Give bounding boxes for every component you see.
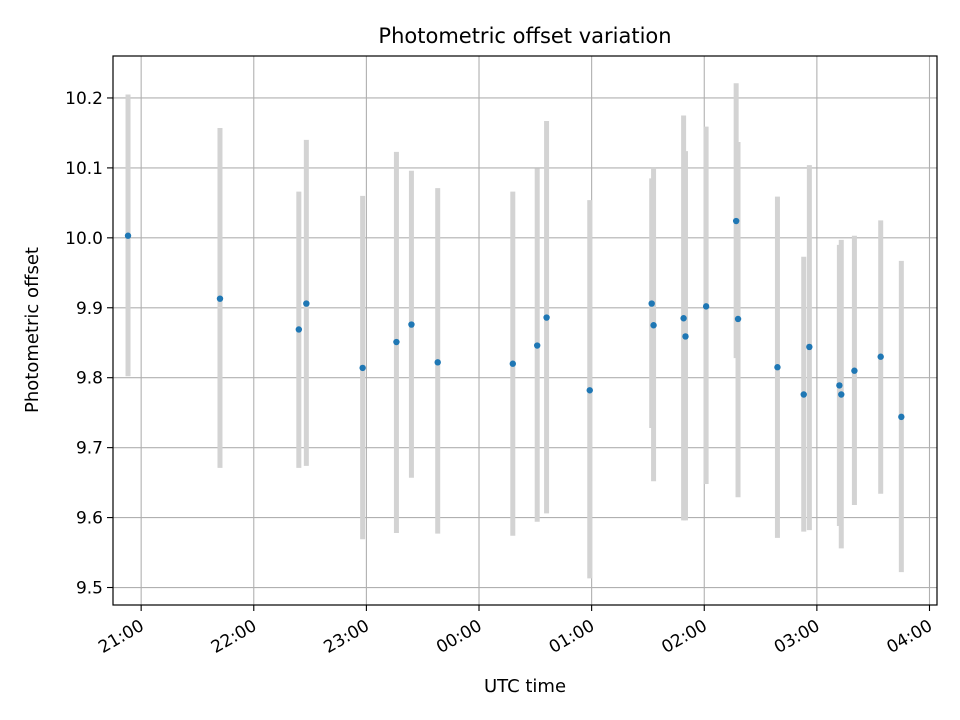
- y-tick-label: 9.6: [76, 509, 103, 529]
- y-axis-label: Photometric offset: [22, 247, 43, 413]
- x-tick-label: 22:00: [208, 616, 260, 658]
- data-point: [680, 315, 687, 322]
- data-point: [877, 353, 884, 360]
- data-point: [734, 315, 742, 323]
- data-point: [303, 300, 310, 307]
- x-axis-ticks: 21:00 22:00 23:00 00:00 01:00 02:00 03:00 04:00: [95, 605, 936, 658]
- data-point: [838, 391, 845, 398]
- grid-lines: [113, 56, 937, 605]
- data-point: [851, 367, 858, 374]
- data-point: [650, 322, 657, 329]
- data-point: [509, 360, 516, 367]
- data-point: [800, 391, 807, 398]
- data-points: [124, 217, 905, 421]
- x-tick-label: 04:00: [884, 616, 936, 658]
- y-axis-ticks: 9.5 9.6 9.7 9.8 9.9 10.0 10.1 10.2: [65, 89, 113, 599]
- x-tick-label: 21:00: [95, 616, 147, 658]
- data-point: [359, 364, 366, 372]
- data-point: [124, 232, 132, 239]
- data-point: [648, 300, 655, 307]
- error-bars: [125, 83, 904, 579]
- data-point: [393, 338, 400, 346]
- data-point: [702, 303, 710, 310]
- data-point: [682, 333, 689, 340]
- chart-title: Photometric offset variation: [378, 24, 671, 48]
- x-tick-label: 23:00: [320, 616, 372, 658]
- data-point: [836, 382, 843, 389]
- x-tick-label: 02:00: [658, 616, 710, 658]
- data-point: [534, 342, 541, 349]
- x-tick-label: 03:00: [771, 616, 823, 658]
- data-point: [434, 359, 441, 366]
- x-axis-label: UTC time: [484, 676, 566, 697]
- y-tick-label: 10.2: [65, 89, 103, 109]
- data-point: [586, 387, 593, 394]
- data-point: [806, 343, 813, 351]
- plot-area-frame: [112, 55, 938, 606]
- x-tick-label: 01:00: [546, 616, 598, 658]
- data-point: [774, 364, 781, 371]
- y-tick-label: 9.5: [76, 579, 103, 599]
- data-point: [543, 314, 550, 321]
- y-tick-label: 10.0: [65, 229, 103, 249]
- y-tick-label: 9.7: [76, 439, 103, 459]
- data-point: [732, 217, 740, 225]
- data-point: [898, 413, 905, 421]
- data-point: [408, 321, 415, 328]
- data-point: [295, 326, 303, 333]
- data-point: [216, 295, 224, 302]
- y-tick-label: 10.1: [65, 159, 103, 179]
- y-tick-label: 9.9: [76, 299, 103, 319]
- x-tick-label: 00:00: [433, 616, 485, 658]
- y-tick-label: 9.8: [76, 369, 103, 389]
